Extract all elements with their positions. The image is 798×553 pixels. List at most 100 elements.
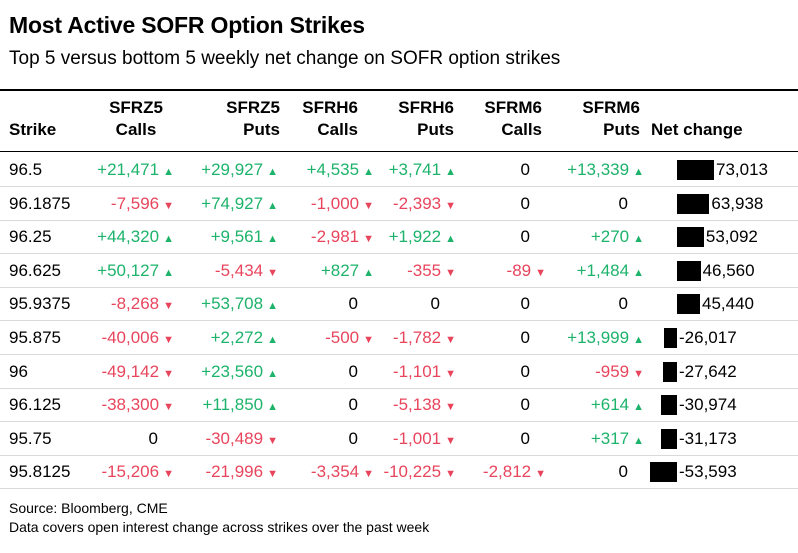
cell-value: -3,354 (310, 462, 360, 482)
cell-value: 0 (148, 428, 158, 448)
down-arrow-icon: ▼ (535, 468, 546, 481)
sfrm6-puts-cell: +317 ▲ (534, 422, 644, 455)
sfrh6-calls-cell: -3,354 ▼ (264, 455, 374, 488)
up-arrow-icon: ▲ (267, 334, 278, 346)
cell-value: +2,272 (210, 328, 264, 347)
cell-value: 0 (348, 294, 358, 314)
header-contract: SFRM6 (582, 98, 640, 117)
up-arrow-icon: ▲ (363, 166, 374, 178)
up-arrow-icon: ▲ (633, 434, 644, 447)
down-arrow-icon: ▼ (363, 468, 374, 481)
sfrh6-puts-cell: +3,741 ▲ (346, 153, 456, 186)
strike-cell: 96.1875 (9, 193, 71, 213)
sfrz5-puts-cell: -21,996 ▼ (168, 455, 278, 488)
cell-value: -2,812 (482, 462, 532, 482)
cell-value: 0 (520, 395, 530, 415)
row-divider (0, 253, 798, 255)
cell-value: -21,996 (205, 462, 264, 482)
down-arrow-icon: ▼ (163, 468, 174, 481)
header-type: Puts (603, 120, 640, 139)
header-contract: SFRH6 (302, 98, 358, 117)
cell-value: 0 (348, 395, 358, 415)
header-sfrm6-calls: SFRM6 Calls (460, 97, 542, 141)
header-sfrh6-calls: SFRH6 Calls (280, 97, 358, 141)
sfrh6-calls-cell: -500 ▼ (264, 321, 374, 354)
table-row: 96.125 -38,300 ▼ +11,850 ▲ 0 -5,138 ▼ 0 +614 ▲ -30,… (0, 388, 798, 423)
cell-value: 0 (520, 294, 530, 314)
table-row: 95.875 -40,006 ▼ +2,272 ▲ -500 ▼ -1,782 ▼ 0 +13,99… (0, 321, 798, 355)
header-net-change: Net change (651, 120, 743, 139)
strike-cell: 95.8125 (9, 462, 71, 482)
sfrz5-calls-cell: -49,142 ▼ (64, 355, 174, 388)
up-arrow-icon: ▲ (363, 266, 374, 279)
sfrz5-puts-cell: +29,927 ▲ (168, 153, 278, 186)
cell-value: -500 (325, 328, 360, 347)
sfrh6-puts-cell: +1,922 ▲ (346, 220, 456, 253)
sfrm6-calls-cell: -89 ▼ (436, 254, 546, 287)
net-change-bar (677, 193, 710, 214)
top-divider (0, 89, 798, 91)
net-change-label: 63,938 (711, 193, 764, 213)
cell-value: 0 (618, 294, 628, 314)
sfrz5-puts-cell: +2,272 ▲ (168, 321, 278, 354)
cell-value: 0 (520, 227, 530, 247)
net-change-bar (663, 328, 677, 348)
up-arrow-icon: ▲ (633, 266, 644, 279)
cell-value: -2,393 (392, 193, 442, 213)
down-arrow-icon: ▼ (445, 266, 456, 279)
down-arrow-icon: ▼ (445, 334, 456, 346)
net-change-label: -30,974 (679, 395, 737, 415)
net-change-label: 53,092 (705, 227, 758, 247)
table-row: 96.625 +50,127 ▲ -5,434 ▼ +827 ▲ -355 ▼ -89 ▼ +1,48… (0, 254, 798, 288)
net-change-label: -27,642 (679, 361, 737, 381)
sfrm6-calls-cell: 0 (420, 388, 530, 421)
sfrz5-puts-cell: +23,560 ▲ (168, 355, 278, 388)
down-arrow-icon: ▼ (267, 266, 278, 279)
cell-value: 0 (520, 328, 530, 347)
up-arrow-icon: ▲ (633, 401, 644, 414)
sfrz5-calls-cell: -40,006 ▼ (64, 321, 174, 354)
cell-value: -38,300 (101, 395, 160, 415)
sfrm6-puts-cell: +614 ▲ (534, 388, 644, 421)
sfrm6-calls-cell: 0 (420, 220, 530, 253)
cell-value: -49,142 (101, 361, 160, 381)
sfrm6-puts-cell: 0 (518, 187, 628, 220)
down-arrow-icon: ▼ (163, 334, 174, 346)
row-divider (0, 286, 798, 288)
header-type: Puts (243, 120, 280, 139)
sfrz5-puts-cell: +9,561 ▲ (168, 220, 278, 253)
chart-title: Most Active SOFR Option Strikes (9, 12, 365, 38)
cell-value: +4,535 (306, 160, 360, 179)
cell-value: -1,000 (310, 193, 360, 213)
cell-value: 0 (520, 160, 530, 179)
table-row: 96.1875 -7,596 ▼ +74,927 ▲ -1,000 ▼ -2,393 ▼ 0 0 63… (0, 187, 798, 221)
up-arrow-icon: ▲ (163, 166, 174, 178)
row-divider (0, 354, 798, 355)
cell-value: -15,206 (101, 462, 160, 482)
sfrh6-puts-cell: -5,138 ▼ (346, 388, 456, 421)
header-sfrh6-puts: SFRH6 Puts (370, 97, 454, 141)
row-divider (0, 387, 798, 389)
down-arrow-icon: ▼ (363, 199, 374, 212)
up-arrow-icon: ▲ (445, 233, 456, 246)
net-change-label: -26,017 (679, 328, 737, 347)
cell-value: -1,101 (392, 361, 442, 381)
sfrz5-calls-cell: 0 (48, 422, 158, 455)
cell-value: -7,596 (110, 193, 160, 213)
cell-value: +44,320 (97, 227, 160, 247)
strike-cell: 95.75 (9, 428, 52, 448)
down-arrow-icon: ▼ (267, 434, 278, 447)
header-sfrz5-calls: SFRZ5 Calls (96, 97, 176, 141)
cell-value: +21,471 (97, 160, 160, 179)
down-arrow-icon: ▼ (535, 266, 546, 279)
table-row: 95.75 0 -30,489 ▼ 0 -1,001 ▼ 0 +317 ▲ -31,173 (0, 422, 798, 456)
sfrh6-calls-cell: +4,535 ▲ (264, 153, 374, 186)
cell-value: 0 (520, 193, 530, 213)
sfrh6-puts-cell: -1,101 ▼ (346, 355, 456, 388)
header-type: Calls (115, 120, 157, 139)
sfrm6-calls-cell: 0 (420, 287, 530, 320)
up-arrow-icon: ▲ (267, 166, 278, 178)
cell-value: +13,339 (567, 160, 630, 179)
down-arrow-icon: ▼ (163, 367, 174, 380)
up-arrow-icon: ▲ (445, 166, 456, 178)
